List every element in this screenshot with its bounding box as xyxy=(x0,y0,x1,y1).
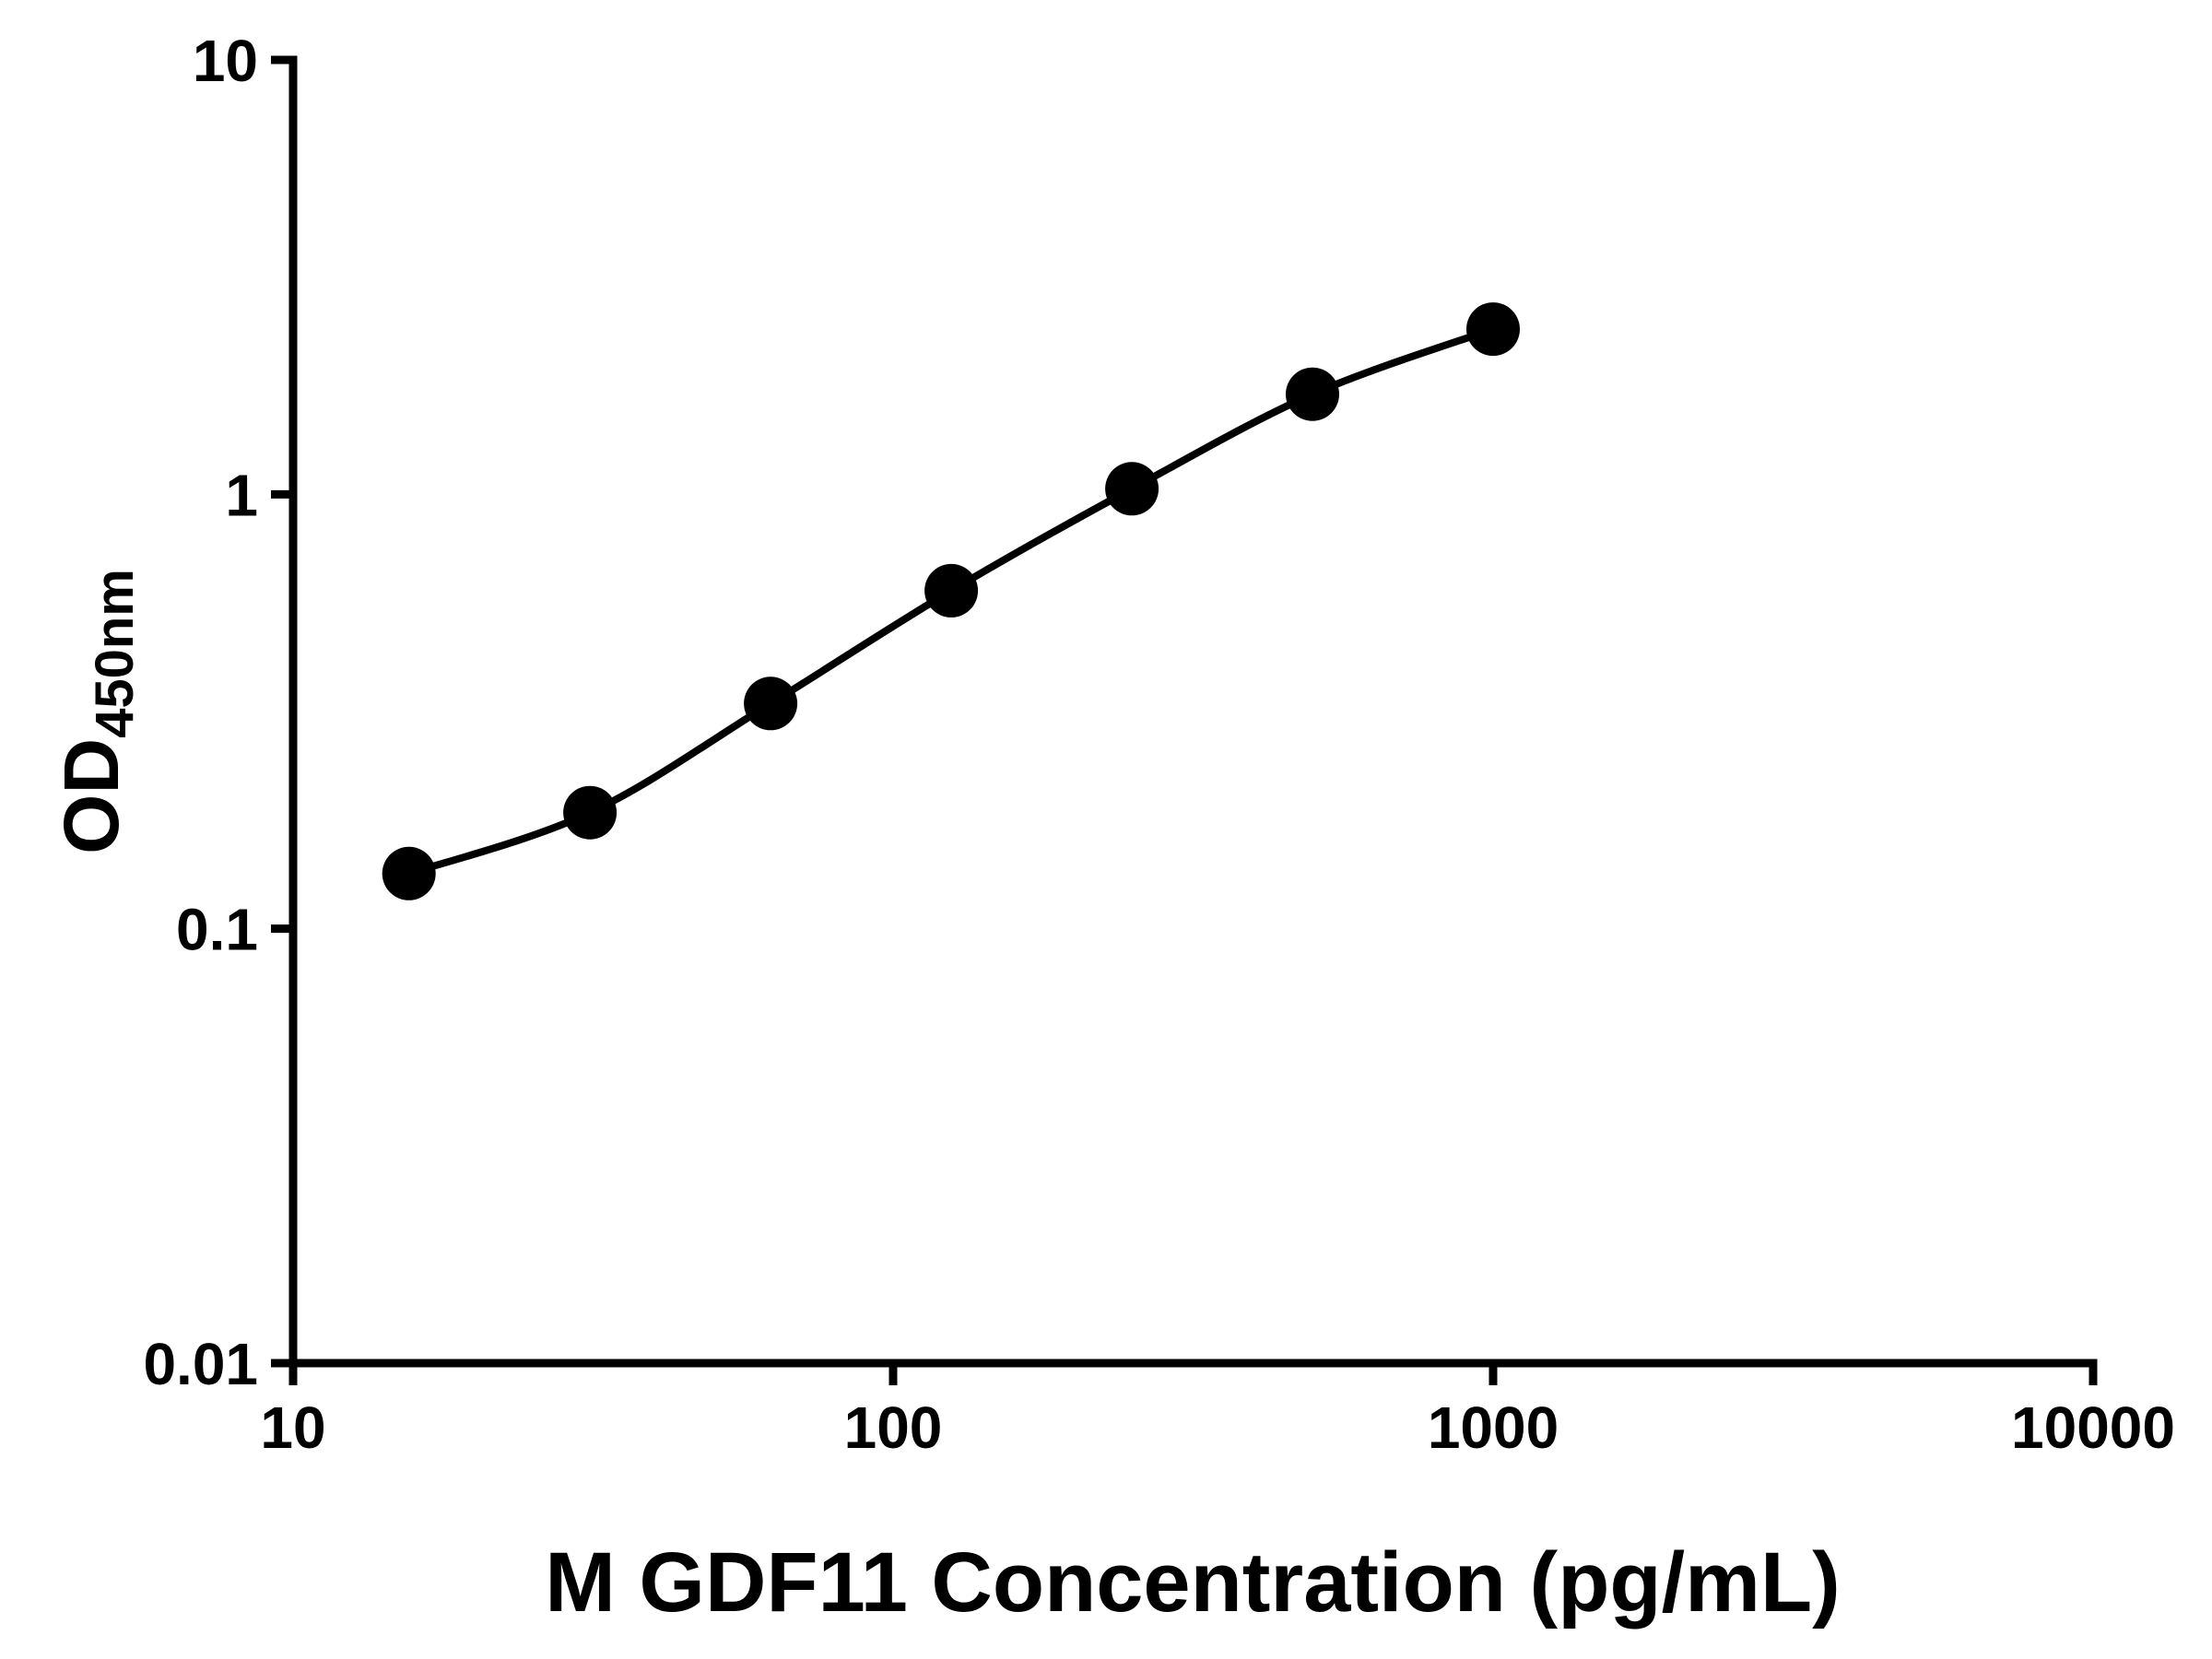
y-tick-label: 0.1 xyxy=(176,897,258,963)
axes-layer xyxy=(288,55,2098,1368)
x-tick-label: 1000 xyxy=(1428,1394,1559,1461)
y-tick-label: 1 xyxy=(225,462,258,528)
data-point xyxy=(924,563,979,618)
data-point xyxy=(1466,302,1520,357)
x-tick-label: 100 xyxy=(844,1394,943,1461)
data-point xyxy=(563,785,618,840)
data-point xyxy=(1105,462,1159,516)
y-tick-label: 0.01 xyxy=(143,1331,258,1397)
data-points-layer xyxy=(382,302,1520,900)
data-point xyxy=(382,846,436,900)
tick-labels-layer: 10 100 1000 10000 10 1 0.1 0.01 xyxy=(143,28,2175,1461)
data-point xyxy=(744,677,798,731)
data-point xyxy=(1286,367,1339,421)
y-axis-title-subscript: 450nm xyxy=(85,569,145,738)
x-axis-title: M GDF11 Concentration (pg/mL) xyxy=(545,1535,1841,1630)
y-axis-title-main: OD xyxy=(48,738,135,854)
y-axis-title: OD450nm xyxy=(48,569,145,854)
y-tick-label: 10 xyxy=(193,28,258,94)
x-tick-label: 10000 xyxy=(2011,1394,2175,1461)
ticks-layer xyxy=(271,55,2098,1385)
x-tick-label: 10 xyxy=(260,1394,325,1461)
axis-spine xyxy=(288,55,2098,1368)
